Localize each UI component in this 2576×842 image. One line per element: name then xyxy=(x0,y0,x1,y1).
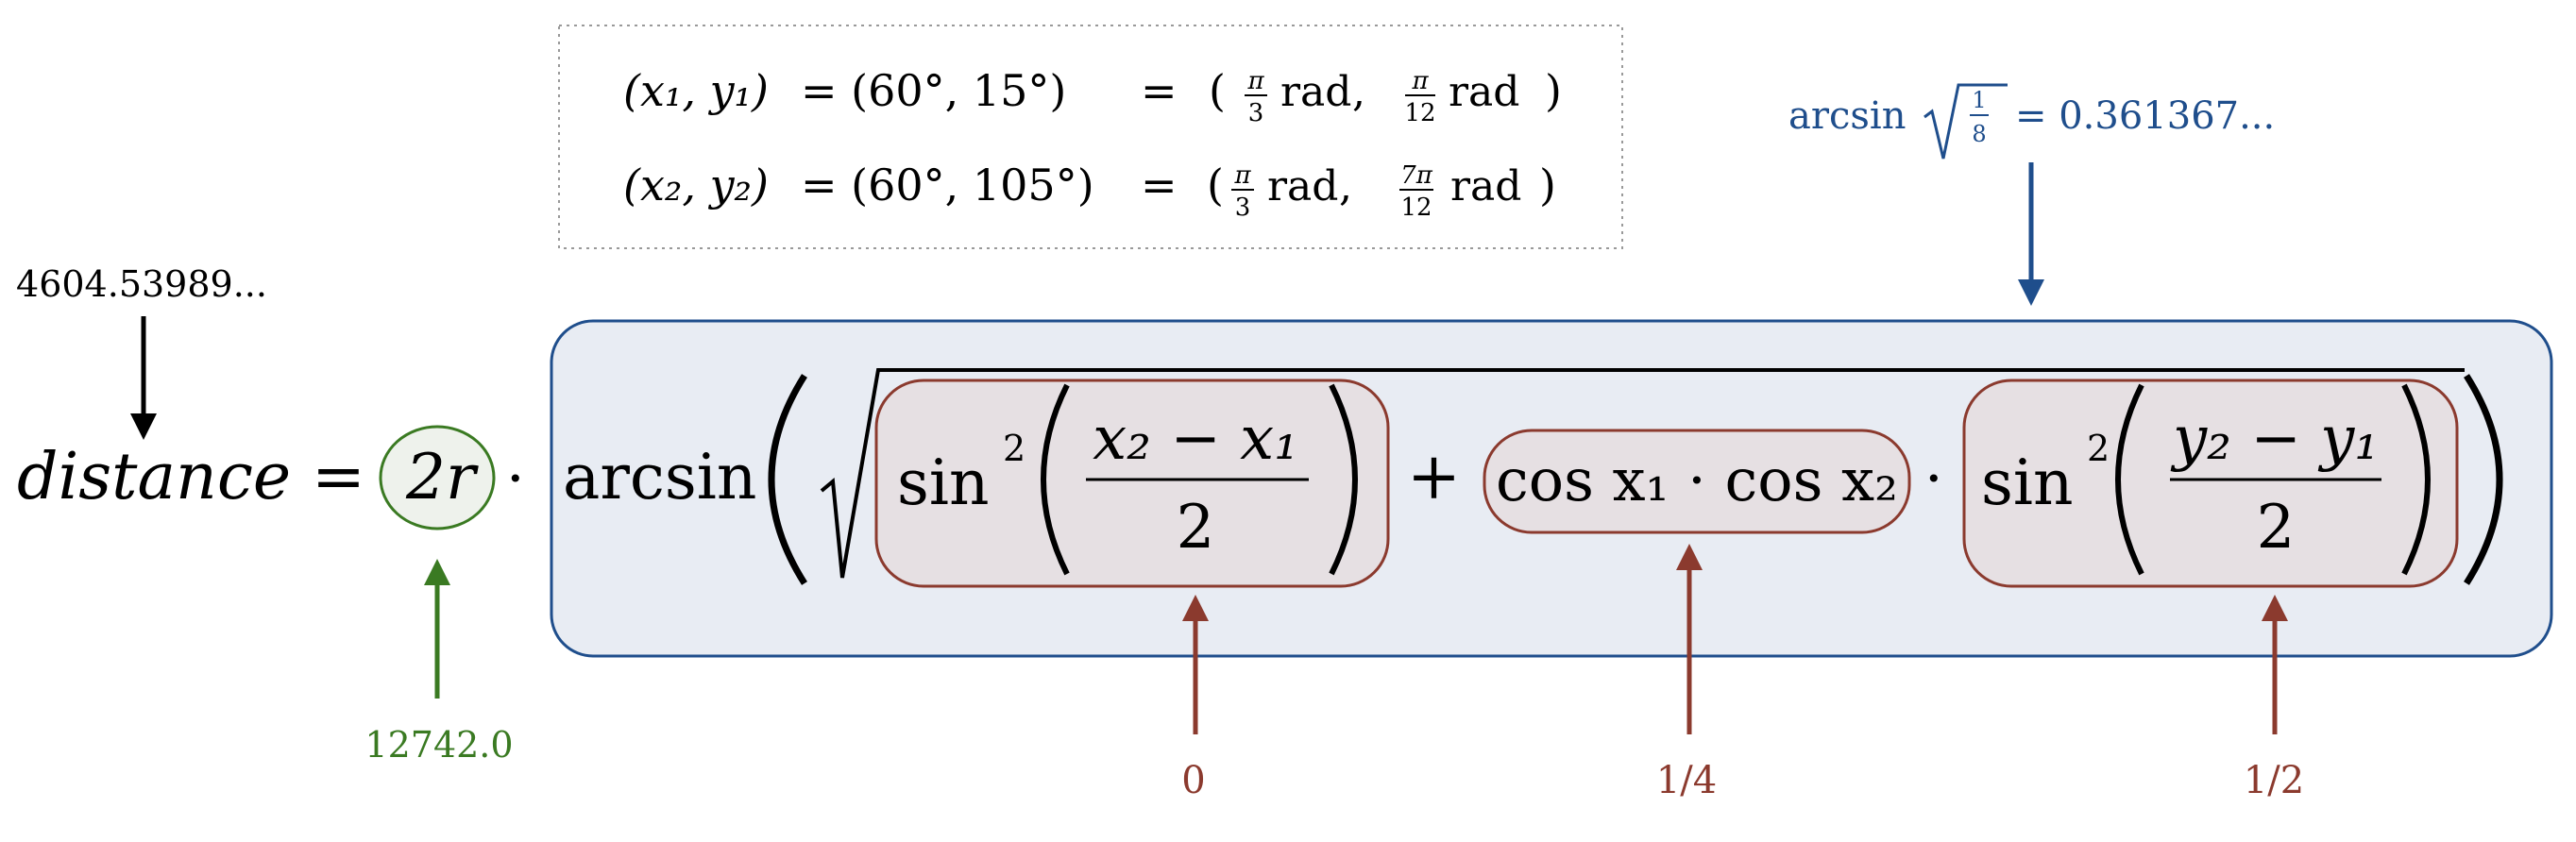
coord-row2-b-num: 7π xyxy=(1400,161,1433,190)
two-r-arrow-head xyxy=(424,559,450,585)
coordinates-box: (x₁, y₁) = (60°, 15°) = ( π 3 rad , π 12… xyxy=(559,25,1622,248)
arcsin-arrow-head xyxy=(2018,279,2044,306)
term1-value-label: 0 xyxy=(1181,759,1205,802)
two-r-value-label: 12742.0 xyxy=(364,724,513,766)
arcsin-value-frac-den: 8 xyxy=(1972,121,1986,147)
distance-value-label: 4604.53989... xyxy=(16,263,267,305)
coord-row2-b-den: 12 xyxy=(1400,194,1432,222)
formula-dot-1: · xyxy=(506,444,525,513)
coord-row2-open-paren: ( xyxy=(1207,160,1224,210)
arcsin-value-frac-num: 1 xyxy=(1972,87,1986,113)
coord-row2-a-unit: rad xyxy=(1267,162,1338,210)
formula-plus: + xyxy=(1407,440,1461,514)
coord-row2-a-den: 3 xyxy=(1235,194,1251,222)
coord-row2-a-num: π xyxy=(1233,161,1251,190)
term1-square: 2 xyxy=(1003,428,1025,469)
arcsin-function: arcsin xyxy=(563,441,756,514)
term1-numerator: x₂ − x₁ xyxy=(1093,404,1298,474)
two-r-term: 2r xyxy=(405,441,479,514)
coord-row2-rad-equals: = xyxy=(1141,160,1178,210)
coord-row2-b-unit: rad xyxy=(1450,162,1521,210)
term3-square: 2 xyxy=(2087,428,2110,469)
term1-sin: sin xyxy=(897,446,990,519)
term2-value-label: 1/4 xyxy=(1656,759,1717,802)
coord-row2-lhs: (x₂, y₂) xyxy=(623,160,769,210)
coord-row1-b-unit: rad xyxy=(1449,68,1519,116)
term2-cos-product: cos x₁ · cos x₂ xyxy=(1496,446,1898,514)
coord-row1-rad-equals: = xyxy=(1141,65,1178,116)
coord-row1-b-num: π xyxy=(1411,67,1429,95)
coord-row2-close-paren: ) xyxy=(1539,160,1556,210)
term3-numerator: y₂ − y₁ xyxy=(2170,404,2379,474)
arcsin-value-annotation: arcsin 1 8 = 0.361367... xyxy=(1788,85,2275,159)
coord-row1-a-den: 3 xyxy=(1248,99,1264,127)
distance-arrow-head xyxy=(130,413,157,440)
coord-row1-b-den: 12 xyxy=(1404,99,1435,127)
term1-denominator: 2 xyxy=(1177,493,1215,563)
coord-row1-lhs: (x₁, y₁) xyxy=(623,65,769,116)
coord-row2-degrees: = (60°, 105°) xyxy=(801,160,1094,210)
formula-dot-2: · xyxy=(1924,444,1943,513)
term3-value-label: 1/2 xyxy=(2244,759,2304,802)
coord-row1-open-paren: ( xyxy=(1209,65,1226,116)
coord-row2-comma: , xyxy=(1339,162,1352,210)
coordinates-box-border xyxy=(559,25,1622,248)
arcsin-value-func: arcsin xyxy=(1788,94,1906,138)
coord-row1-degrees: = (60°, 15°) xyxy=(801,65,1066,116)
coord-row1-a-unit: rad xyxy=(1280,68,1351,116)
coord-row1-comma: , xyxy=(1352,68,1365,116)
distance-symbol: distance xyxy=(17,440,291,514)
coord-row1-a-num: π xyxy=(1246,67,1264,95)
formula-equals: = xyxy=(312,440,365,514)
term3-sin: sin xyxy=(1981,446,2074,519)
arcsin-value-result: = 0.361367... xyxy=(2015,94,2275,138)
term3-denominator: 2 xyxy=(2257,493,2296,563)
arcsin-value-sqrt xyxy=(1924,85,2008,159)
coord-row1-close-paren: ) xyxy=(1545,65,1562,116)
